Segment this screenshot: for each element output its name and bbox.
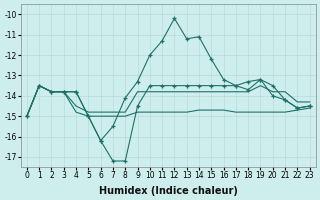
X-axis label: Humidex (Indice chaleur): Humidex (Indice chaleur) (99, 186, 238, 196)
